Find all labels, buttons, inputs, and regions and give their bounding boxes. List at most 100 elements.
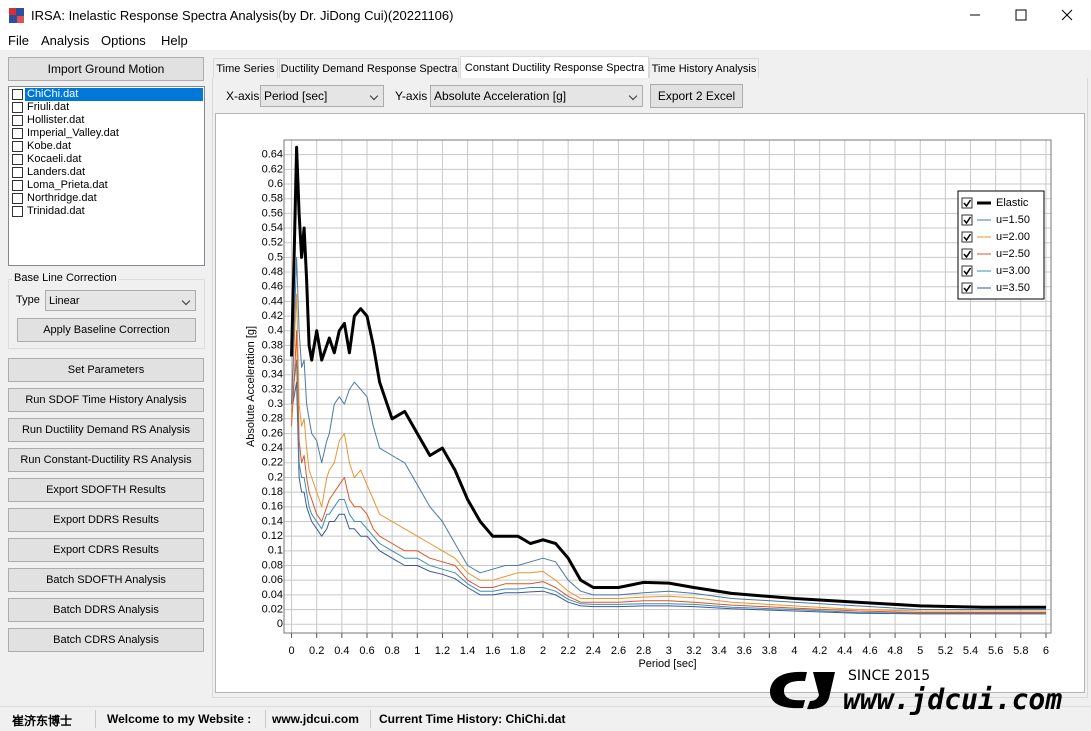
action-button[interactable]: Run SDOF Time History Analysis: [8, 388, 204, 412]
y-tick-label: 0.08: [262, 559, 283, 571]
y-tick-label: 0.2: [268, 471, 283, 483]
x-tick-label: 5.2: [938, 645, 953, 657]
action-button[interactable]: Batch CDRS Analysis: [8, 628, 204, 652]
file-item[interactable]: Friuli.dat: [27, 101, 70, 113]
file-item[interactable]: Landers.dat: [27, 166, 86, 178]
plot-border: [283, 139, 1052, 634]
file-item[interactable]: ChiChi.dat: [25, 88, 203, 101]
x-tick-label: 2: [540, 645, 546, 657]
import-button[interactable]: Import Ground Motion: [8, 57, 204, 81]
legend-check: [963, 250, 972, 259]
x-tick-label: 0.2: [309, 645, 324, 657]
file-checkbox[interactable]: [12, 193, 23, 204]
x-tick-label: 4.6: [862, 645, 877, 657]
menu-item[interactable]: Help: [161, 33, 188, 48]
y-tick-label: 0.56: [262, 207, 283, 219]
y-tick-label: 0.16: [262, 501, 283, 513]
file-item[interactable]: Northridge.dat: [27, 192, 97, 204]
legend-label: Elastic: [996, 197, 1029, 209]
legend-label: u=1.50: [996, 214, 1030, 226]
watermark-url: www.jdcui.com: [843, 683, 1062, 716]
type-select[interactable]: Linear: [45, 290, 196, 311]
action-button[interactable]: Run Ductility Demand RS Analysis: [8, 418, 204, 442]
x-tick-label: 3.6: [737, 645, 752, 657]
window-title: IRSA: Inelastic Response Spectra Analysi…: [31, 8, 454, 23]
y-tick-label: 0.42: [262, 310, 283, 322]
x-tick-label: 5.4: [963, 645, 978, 657]
menu-bar: File Analysis Options Help: [0, 30, 1091, 50]
logo-c: [769, 671, 807, 709]
status-text: Welcome to my Website :: [107, 712, 252, 726]
x-tick-label: 4.2: [812, 645, 827, 657]
y-tick-label: 0.02: [262, 603, 283, 615]
action-button[interactable]: Export DDRS Results: [8, 508, 204, 532]
tab[interactable]: Time History Analysis: [649, 58, 759, 78]
legend-checkbox: [961, 248, 973, 260]
action-button[interactable]: Export SDOFTH Results: [8, 478, 204, 502]
file-checkbox[interactable]: [12, 180, 23, 191]
y-tick-label: 0.52: [262, 237, 283, 249]
legend-check: [963, 216, 972, 225]
x-axis-select[interactable]: Period [sec]: [260, 85, 384, 107]
action-button[interactable]: Run Constant-Ductility RS Analysis: [8, 448, 204, 472]
legend-label: u=3.00: [996, 265, 1030, 277]
legend-check: [963, 199, 972, 208]
y-tick-label: 0.28: [262, 413, 283, 425]
file-item[interactable]: Kocaeli.dat: [27, 153, 82, 165]
file-checkbox[interactable]: [12, 128, 23, 139]
plot-area: [284, 140, 1051, 633]
window-controls[interactable]: [950, 0, 1091, 30]
file-checkbox[interactable]: [12, 89, 23, 100]
menu-item[interactable]: Analysis: [41, 33, 90, 48]
x-tick-label: 1: [414, 645, 420, 657]
x-tick-label: 4.4: [837, 645, 852, 657]
file-item[interactable]: Trinidad.dat: [27, 205, 85, 217]
action-button[interactable]: Batch SDOFTH Analysis: [8, 568, 204, 592]
file-checkbox[interactable]: [12, 141, 23, 152]
status-text: www.jdcui.com: [272, 712, 359, 726]
y-tick-label: 0.06: [262, 574, 283, 586]
tab[interactable]: Ductility Demand Response Spectra: [279, 58, 459, 78]
file-item[interactable]: Kobe.dat: [27, 140, 72, 152]
tab[interactable]: Constant Ductility Response Spectra: [460, 56, 649, 78]
y-axis-select[interactable]: Absolute Acceleration [g]: [430, 85, 643, 107]
y-tick-label: 0.3: [268, 398, 283, 410]
y-tick-label: 0.48: [262, 266, 283, 278]
file-item[interactable]: Hollister.dat: [27, 114, 85, 126]
y-tick-label: 0.62: [262, 163, 283, 175]
action-button[interactable]: Set Parameters: [8, 358, 204, 382]
file-checkbox[interactable]: [12, 206, 23, 217]
x-tick-label: 4.8: [887, 645, 902, 657]
app-icon: [9, 8, 24, 23]
action-button[interactable]: Batch DDRS Analysis: [8, 598, 204, 622]
file-list: ChiChi.dat Friuli.dat Hollister.dat Imperia…: [8, 86, 205, 266]
status-separator: [265, 710, 266, 728]
menu-item[interactable]: Options: [101, 33, 146, 48]
y-tick-label: 0.18: [262, 486, 283, 498]
x-tick-label: 4: [791, 645, 797, 657]
status-separator: [370, 710, 371, 728]
file-checkbox[interactable]: [12, 102, 23, 113]
file-checkbox[interactable]: [12, 115, 23, 126]
x-tick-label: 2.4: [586, 645, 601, 657]
chart: 0 0.2 0.4 0.6 0.8 1 1.2 1.4 1.6 1.8 2 2.2 2.4 2.6 2.8 3…: [215, 113, 1085, 693]
file-checkbox[interactable]: [12, 154, 23, 165]
menu-item[interactable]: File: [8, 33, 29, 48]
y-tick-label: 0.34: [262, 369, 283, 381]
x-tick-label: 0: [288, 645, 294, 657]
x-tick-label: 2.2: [561, 645, 576, 657]
y-tick-label: 0.64: [262, 149, 283, 161]
watermark: SINCE 2015 www.jdcui.com: [769, 668, 1062, 716]
file-item[interactable]: Imperial_Valley.dat: [27, 127, 119, 139]
x-tick-label: 1.6: [485, 645, 500, 657]
apply-baseline-button[interactable]: Apply Baseline Correction: [17, 318, 196, 342]
file-item[interactable]: Loma_Prieta.dat: [27, 179, 108, 191]
file-checkbox[interactable]: [12, 167, 23, 178]
x-tick-label: 3.8: [762, 645, 777, 657]
action-button[interactable]: Export CDRS Results: [8, 538, 204, 562]
status-text: 崔济东博士: [12, 714, 73, 728]
tab[interactable]: Time Series: [213, 58, 278, 78]
export-button[interactable]: Export 2 Excel: [650, 84, 743, 108]
series-line: [291, 381, 1046, 615]
